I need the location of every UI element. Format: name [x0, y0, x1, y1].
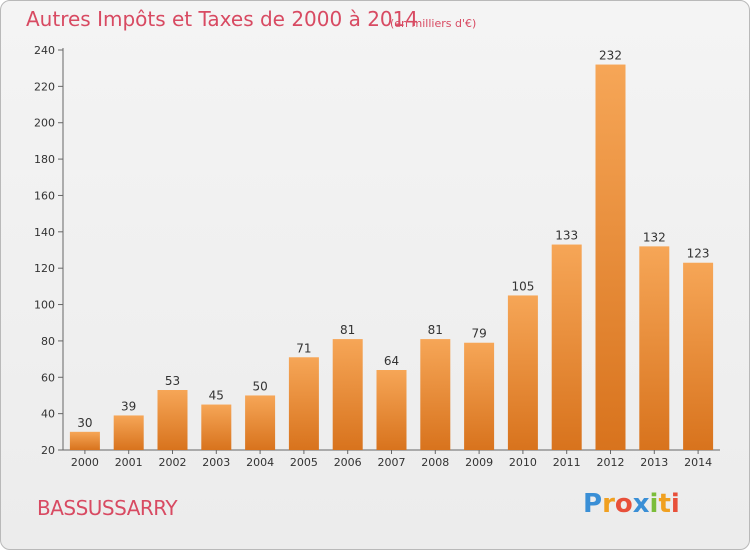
chart-title: Autres Impôts et Taxes de 2000 à 2014 — [26, 7, 419, 31]
bar-value-label: 81 — [428, 323, 443, 337]
bar — [157, 390, 188, 450]
y-tick-label: 220 — [34, 80, 55, 93]
bar-value-label: 232 — [599, 49, 622, 63]
x-tick-label: 2000 — [71, 456, 99, 469]
bar-value-label: 53 — [165, 374, 180, 388]
logo-letter: i — [649, 489, 659, 519]
bar-value-label: 105 — [511, 279, 534, 293]
x-tick-label: 2011 — [553, 456, 581, 469]
logo-letter: o — [614, 489, 633, 519]
y-tick-label: 40 — [41, 408, 55, 421]
bar-value-label: 79 — [471, 327, 486, 341]
y-tick-label: 20 — [41, 444, 55, 457]
y-tick-label: 180 — [34, 153, 55, 166]
bar — [201, 404, 232, 450]
bar-value-label: 81 — [340, 323, 355, 337]
bar-value-label: 133 — [555, 229, 578, 243]
bar-value-label: 132 — [643, 230, 666, 244]
logo-letter: P — [583, 489, 603, 519]
x-tick-label: 2009 — [465, 456, 493, 469]
bar-value-label: 30 — [77, 416, 92, 430]
bar — [507, 295, 538, 450]
x-tick-label: 2002 — [159, 456, 187, 469]
y-tick-label: 240 — [34, 44, 55, 57]
y-tick-label: 200 — [34, 117, 55, 130]
x-tick-label: 2004 — [246, 456, 274, 469]
x-tick-label: 2008 — [421, 456, 449, 469]
logo-letter: t — [658, 489, 671, 519]
logo-letter: x — [632, 489, 650, 519]
proxiti-logo: Proxiti — [583, 489, 680, 519]
bar — [288, 357, 319, 450]
x-tick-label: 2014 — [684, 456, 712, 469]
bar — [683, 262, 714, 450]
bar-value-label: 39 — [121, 399, 136, 413]
bar — [595, 64, 626, 450]
bar — [464, 342, 495, 450]
y-tick-label: 100 — [34, 299, 55, 312]
bar — [332, 339, 363, 450]
chart-bars: 30 39 53 45 50 71 81 64 81 79 105 133 232 132 123 — [69, 49, 714, 450]
x-tick-label: 2010 — [509, 456, 537, 469]
x-tick-label: 2003 — [202, 456, 230, 469]
y-tick-label: 140 — [34, 226, 55, 239]
bar-value-label: 50 — [252, 379, 267, 393]
chart-subtitle: (en milliers d'€) — [390, 17, 477, 30]
x-tick-label: 2013 — [640, 456, 668, 469]
bar-value-label: 64 — [384, 354, 399, 368]
y-tick-label: 80 — [41, 335, 55, 348]
y-tick-label: 60 — [41, 371, 55, 384]
logo-letter: r — [602, 489, 615, 519]
bar-value-label: 123 — [687, 247, 710, 261]
bar — [69, 431, 100, 450]
y-tick-label: 160 — [34, 189, 55, 202]
bar — [639, 246, 670, 450]
x-tick-label: 2012 — [597, 456, 625, 469]
y-tick-label: 120 — [34, 262, 55, 275]
bar-value-label: 45 — [209, 389, 224, 403]
logo-letter: i — [670, 489, 680, 519]
x-tick-label: 2001 — [115, 456, 143, 469]
x-tick-label: 2005 — [290, 456, 318, 469]
bar — [551, 244, 582, 450]
commune-name: BASSUSSARRY — [37, 496, 178, 520]
bar — [245, 395, 276, 450]
bar-value-label: 71 — [296, 341, 311, 355]
bar — [376, 370, 407, 450]
x-tick-label: 2006 — [334, 456, 362, 469]
x-tick-label: 2007 — [378, 456, 406, 469]
bar — [113, 415, 144, 450]
bar — [420, 339, 451, 450]
